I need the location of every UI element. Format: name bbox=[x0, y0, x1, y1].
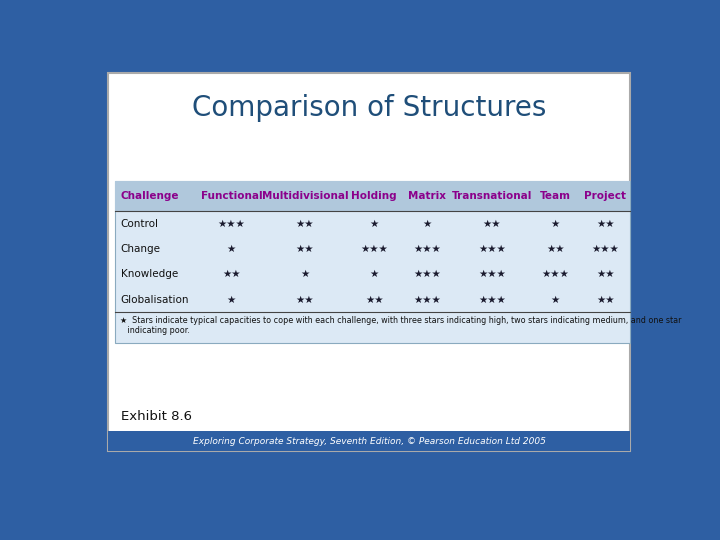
Text: ★★★: ★★★ bbox=[478, 295, 505, 305]
Text: Matrix: Matrix bbox=[408, 191, 446, 201]
Text: ★: ★ bbox=[369, 269, 379, 279]
Text: ★: ★ bbox=[369, 219, 379, 229]
Text: Exploring Corporate Strategy, Seventh Edition, © Pearson Education Ltd 2005: Exploring Corporate Strategy, Seventh Ed… bbox=[192, 437, 546, 445]
Text: ★★★: ★★★ bbox=[413, 244, 441, 254]
Text: Transnational: Transnational bbox=[451, 191, 532, 201]
Text: ★★: ★★ bbox=[365, 295, 383, 305]
Text: Knowledge: Knowledge bbox=[121, 269, 178, 279]
Text: ★★★: ★★★ bbox=[217, 219, 246, 229]
Text: ★★★: ★★★ bbox=[478, 244, 505, 254]
Text: ★★★: ★★★ bbox=[413, 295, 441, 305]
Text: ★: ★ bbox=[227, 295, 236, 305]
Text: ★★: ★★ bbox=[482, 219, 501, 229]
Text: Control: Control bbox=[121, 219, 158, 229]
Text: ★★: ★★ bbox=[222, 269, 240, 279]
Text: ★★: ★★ bbox=[296, 295, 314, 305]
Text: Holding: Holding bbox=[351, 191, 397, 201]
Text: Change: Change bbox=[121, 244, 161, 254]
Text: ★★: ★★ bbox=[596, 295, 614, 305]
Text: Functional: Functional bbox=[201, 191, 262, 201]
Text: ★  Stars indicate typical capacities to cope with each challenge, with three sta: ★ Stars indicate typical capacities to c… bbox=[120, 315, 681, 335]
Text: ★: ★ bbox=[227, 244, 236, 254]
FancyBboxPatch shape bbox=[108, 431, 630, 451]
Text: Project: Project bbox=[584, 191, 626, 201]
Text: ★★★: ★★★ bbox=[478, 269, 505, 279]
Text: Challenge: Challenge bbox=[121, 191, 179, 201]
FancyBboxPatch shape bbox=[108, 73, 630, 451]
Text: ★★★: ★★★ bbox=[413, 269, 441, 279]
Text: ★★: ★★ bbox=[296, 219, 314, 229]
Text: Comparison of Structures: Comparison of Structures bbox=[192, 94, 546, 123]
Text: ★★★: ★★★ bbox=[541, 269, 569, 279]
Text: Multidivisional: Multidivisional bbox=[261, 191, 348, 201]
Text: ★: ★ bbox=[551, 295, 559, 305]
Text: ★★: ★★ bbox=[596, 269, 614, 279]
FancyBboxPatch shape bbox=[115, 181, 630, 211]
Text: Globalisation: Globalisation bbox=[121, 295, 189, 305]
Text: ★: ★ bbox=[551, 219, 559, 229]
FancyBboxPatch shape bbox=[115, 181, 630, 343]
Text: Team: Team bbox=[539, 191, 570, 201]
Text: Exhibit 8.6: Exhibit 8.6 bbox=[121, 410, 192, 423]
Text: ★★: ★★ bbox=[596, 219, 614, 229]
Text: ★★: ★★ bbox=[296, 244, 314, 254]
Text: ★: ★ bbox=[300, 269, 310, 279]
Text: ★: ★ bbox=[423, 219, 432, 229]
Text: ★★★: ★★★ bbox=[591, 244, 619, 254]
Text: ★★: ★★ bbox=[546, 244, 564, 254]
Text: ★★★: ★★★ bbox=[360, 244, 388, 254]
